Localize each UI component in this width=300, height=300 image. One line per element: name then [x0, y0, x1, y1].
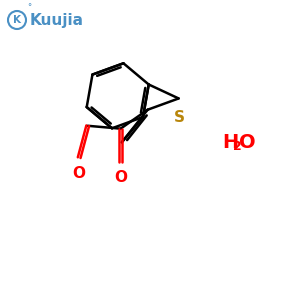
Text: K: K: [13, 15, 21, 25]
Text: O: O: [239, 133, 256, 152]
Text: O: O: [73, 166, 86, 181]
Text: S: S: [174, 110, 185, 125]
Text: O: O: [114, 170, 127, 185]
Text: Kuujia: Kuujia: [30, 13, 84, 28]
Text: 2: 2: [233, 140, 242, 152]
Text: °: °: [27, 3, 31, 12]
Text: H: H: [222, 133, 238, 152]
